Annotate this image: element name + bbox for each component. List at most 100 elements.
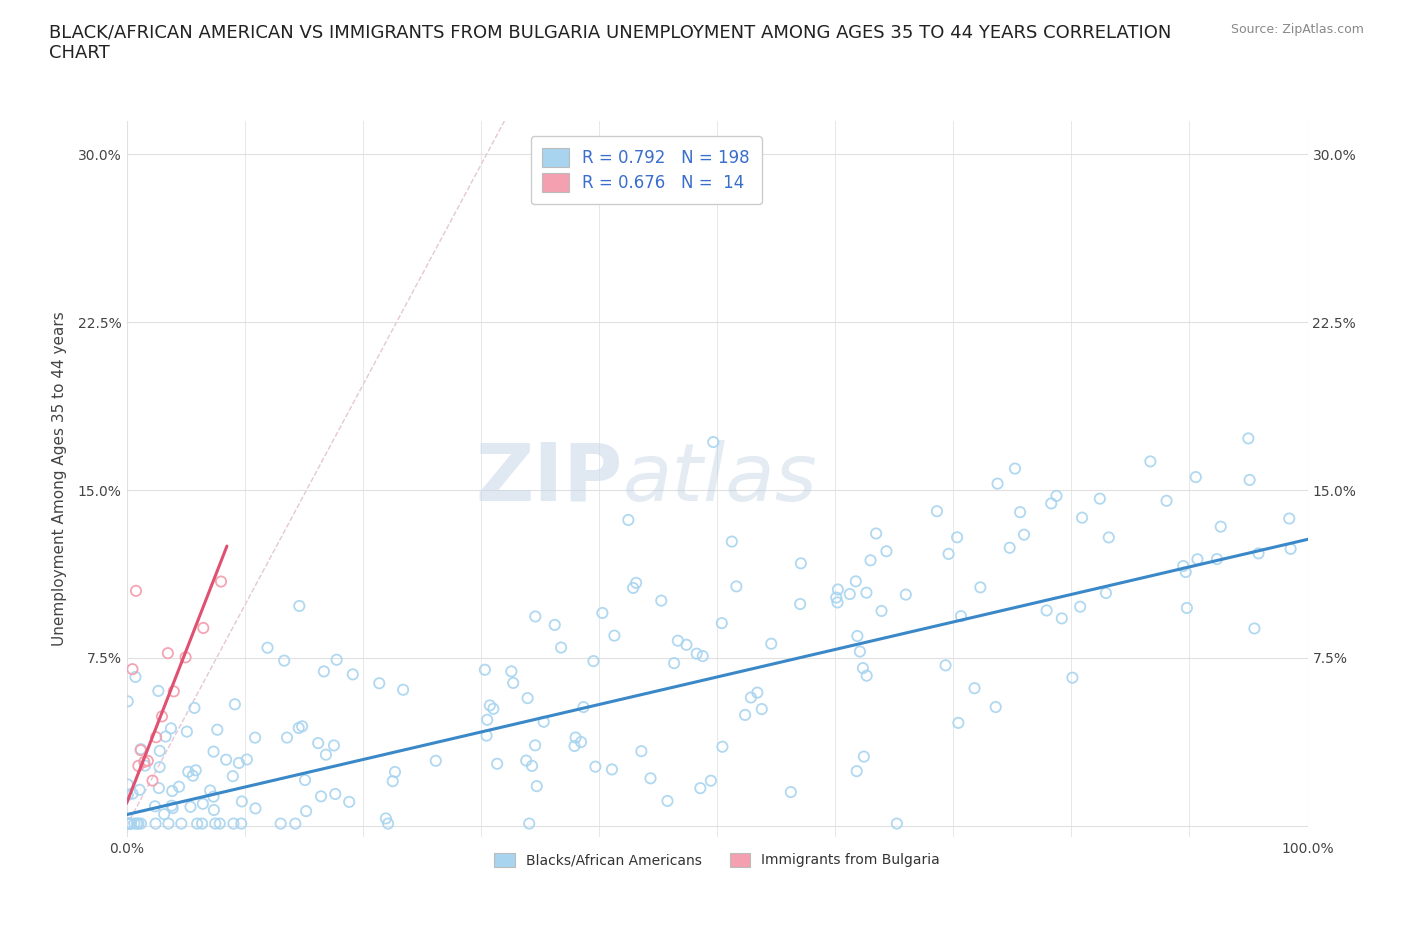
Point — [725, 579, 748, 594]
Point — [886, 817, 908, 831]
Point — [1206, 551, 1229, 566]
Point — [1237, 431, 1260, 445]
Point — [875, 544, 897, 559]
Point — [186, 817, 208, 831]
Point — [127, 817, 149, 831]
Point — [117, 817, 139, 831]
Point — [174, 650, 197, 665]
Text: Source: ZipAtlas.com: Source: ZipAtlas.com — [1230, 23, 1364, 36]
Point — [120, 817, 142, 831]
Point — [1156, 493, 1178, 508]
Point — [307, 736, 329, 751]
Point — [222, 817, 245, 831]
Point — [256, 640, 278, 655]
Point — [231, 794, 253, 809]
Point — [849, 644, 872, 659]
Point — [160, 784, 183, 799]
Point — [984, 699, 1007, 714]
Point — [127, 759, 149, 774]
Point — [630, 744, 652, 759]
Point — [1012, 527, 1035, 542]
Point — [827, 582, 849, 597]
Point — [337, 794, 360, 809]
Point — [855, 669, 877, 684]
Point — [148, 760, 170, 775]
Point — [700, 773, 723, 788]
Point — [1243, 621, 1265, 636]
Point — [288, 599, 311, 614]
Text: ZIP: ZIP — [475, 440, 623, 518]
Point — [486, 756, 509, 771]
Point — [692, 648, 714, 663]
Point — [624, 576, 647, 591]
Point — [162, 801, 184, 816]
Point — [117, 788, 139, 803]
Point — [163, 684, 186, 698]
Point — [184, 763, 207, 777]
Point — [134, 758, 156, 773]
Point — [1239, 472, 1261, 487]
Point — [946, 530, 969, 545]
Point — [202, 803, 225, 817]
Point — [160, 798, 183, 813]
Point — [325, 652, 347, 667]
Legend: Blacks/African Americans, Immigrants from Bulgaria: Blacks/African Americans, Immigrants fro… — [488, 847, 946, 873]
Point — [117, 817, 139, 831]
Point — [1279, 541, 1302, 556]
Point — [121, 662, 143, 677]
Point — [425, 753, 447, 768]
Point — [825, 591, 848, 605]
Point — [224, 697, 246, 711]
Point — [600, 762, 623, 777]
Point — [583, 759, 606, 774]
Point — [117, 694, 139, 709]
Point — [129, 817, 152, 831]
Point — [176, 724, 198, 739]
Point — [662, 656, 685, 671]
Point — [1174, 565, 1197, 579]
Point — [183, 700, 205, 715]
Point — [845, 574, 868, 589]
Point — [148, 684, 170, 698]
Point — [245, 801, 267, 816]
Point — [1004, 461, 1026, 476]
Point — [342, 667, 364, 682]
Point — [747, 685, 769, 700]
Point — [550, 640, 572, 655]
Point — [516, 691, 538, 706]
Point — [124, 670, 146, 684]
Point — [125, 817, 148, 831]
Point — [145, 730, 167, 745]
Point — [478, 698, 501, 713]
Point — [120, 817, 142, 831]
Point — [761, 636, 783, 651]
Point — [666, 633, 689, 648]
Point — [986, 476, 1008, 491]
Point — [569, 735, 592, 750]
Point — [515, 753, 537, 768]
Point — [1278, 512, 1301, 526]
Point — [129, 743, 152, 758]
Point — [474, 662, 496, 677]
Point — [157, 817, 180, 831]
Point — [273, 653, 295, 668]
Point — [1010, 505, 1032, 520]
Point — [1071, 511, 1094, 525]
Point — [160, 721, 183, 736]
Point — [177, 764, 200, 779]
Point — [128, 782, 150, 797]
Point — [167, 779, 190, 794]
Point — [572, 699, 595, 714]
Point — [1247, 546, 1270, 561]
Point — [368, 676, 391, 691]
Point — [702, 434, 724, 449]
Point — [145, 817, 167, 831]
Point — [179, 800, 201, 815]
Point — [650, 593, 672, 608]
Point — [294, 773, 316, 788]
Point — [198, 783, 221, 798]
Point — [865, 526, 887, 541]
Point — [204, 817, 226, 831]
Point — [617, 512, 640, 527]
Y-axis label: Unemployment Among Ages 35 to 44 years: Unemployment Among Ages 35 to 44 years — [52, 312, 66, 646]
